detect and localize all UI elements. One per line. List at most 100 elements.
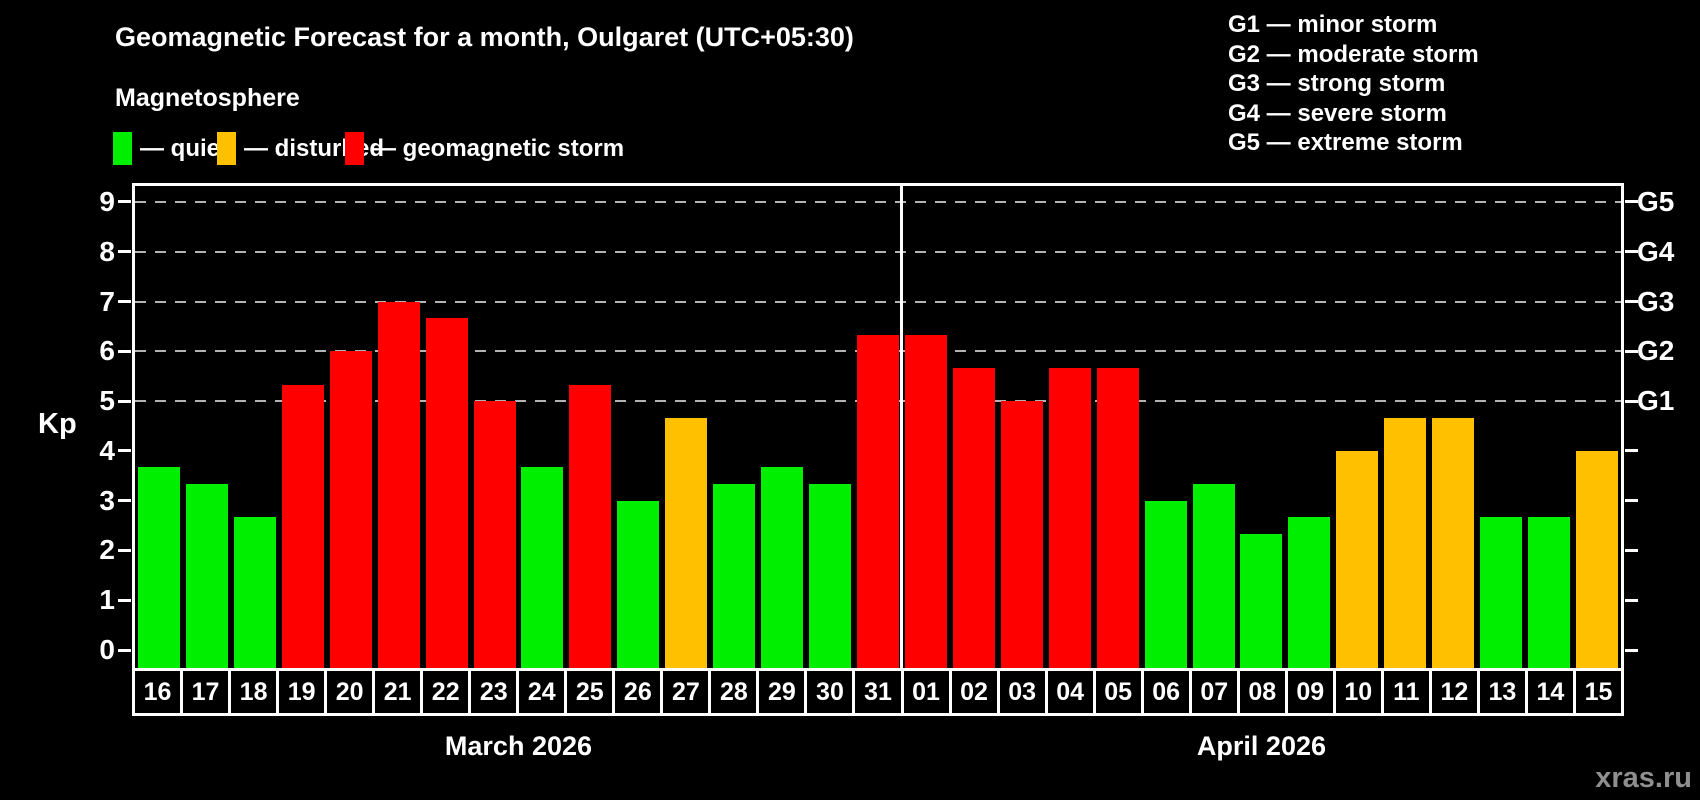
legend-item-storm: — geomagnetic storm <box>345 132 624 165</box>
left-axis-tick-2 <box>118 548 131 552</box>
legend-label-quiet: — quiet <box>140 134 228 162</box>
legend-swatch-quiet <box>113 132 132 165</box>
date-cell-28: 28 <box>711 671 757 713</box>
kp-bar-day-22 <box>425 317 468 668</box>
kp-bar-day-07 <box>1192 484 1235 668</box>
date-cell-20: 20 <box>327 671 373 713</box>
date-cell-26: 26 <box>615 671 661 713</box>
date-cell-22: 22 <box>423 671 469 713</box>
y-axis-tick-label-6: 6 <box>99 335 115 367</box>
g-scale-legend: G1 — minor storm G2 — moderate storm G3 — … <box>1228 10 1479 158</box>
status-legend: — quiet — disturbed — geomagnetic storm <box>0 132 1700 166</box>
date-cell-10: 10 <box>1335 671 1381 713</box>
month-separator-line <box>900 186 904 668</box>
kp-bar-day-29 <box>761 467 804 668</box>
left-axis-tick-8 <box>118 250 131 254</box>
left-axis-tick-0 <box>118 648 131 652</box>
date-cell-08: 08 <box>1239 671 1285 713</box>
kp-bar-day-19 <box>281 384 324 668</box>
kp-bar-day-02 <box>952 367 995 668</box>
left-axis-tick-4 <box>118 449 131 453</box>
date-cell-09: 09 <box>1287 671 1333 713</box>
date-cell-03: 03 <box>999 671 1045 713</box>
date-cell-12: 12 <box>1431 671 1477 713</box>
g-legend-line-4: G4 — severe storm <box>1228 99 1447 127</box>
y-axis-tick-label-1: 1 <box>99 584 115 616</box>
kp-bar-day-15 <box>1576 450 1619 668</box>
kp-bar-day-06 <box>1144 500 1187 668</box>
date-cell-04: 04 <box>1047 671 1093 713</box>
left-axis-tick-9 <box>118 200 131 204</box>
right-axis-tick-3 <box>1625 499 1638 503</box>
right-axis-tick-4 <box>1625 449 1638 453</box>
date-cell-21: 21 <box>375 671 421 713</box>
date-cell-18: 18 <box>231 671 277 713</box>
kp-bar-day-31 <box>857 334 899 668</box>
date-cell-01: 01 <box>903 671 949 713</box>
right-axis-g-label-G1: G1 <box>1637 385 1675 417</box>
kp-bar-day-26 <box>617 500 660 668</box>
date-cell-29: 29 <box>759 671 805 713</box>
left-axis-tick-6 <box>118 349 131 353</box>
g-legend-line-2: G2 — moderate storm <box>1228 40 1479 68</box>
month-label-0: March 2026 <box>444 731 593 761</box>
legend-item-quiet: — quiet <box>113 132 228 165</box>
date-cell-15: 15 <box>1575 671 1621 713</box>
date-cell-30: 30 <box>807 671 853 713</box>
kp-bar-day-18 <box>233 517 276 668</box>
kp-bar-day-08 <box>1240 534 1283 668</box>
kp-bar-day-14 <box>1528 517 1571 668</box>
kp-bar-day-10 <box>1336 450 1379 668</box>
kp-bar-day-20 <box>329 351 372 668</box>
date-cell-13: 13 <box>1479 671 1525 713</box>
kp-bar-day-25 <box>569 384 612 668</box>
date-cell-23: 23 <box>471 671 517 713</box>
kp-bar-day-05 <box>1096 367 1139 668</box>
right-axis-tick-7 <box>1625 300 1638 304</box>
date-cell-11: 11 <box>1383 671 1429 713</box>
g-legend-line-5: G5 — extreme storm <box>1228 129 1463 156</box>
legend-label-storm: — geomagnetic storm <box>372 134 625 162</box>
date-cell-02: 02 <box>951 671 997 713</box>
kp-bar-day-23 <box>473 401 516 668</box>
kp-bar-day-11 <box>1384 417 1427 668</box>
legend-swatch-storm <box>345 132 364 165</box>
chart-title: Geomagnetic Forecast for a month, Oulgar… <box>115 22 854 52</box>
right-axis-tick-2 <box>1625 548 1638 552</box>
kp-bar-day-12 <box>1432 417 1475 668</box>
y-axis-tick-label-2: 2 <box>99 534 115 566</box>
date-cell-16: 16 <box>135 671 181 713</box>
kp-bar-day-01 <box>904 334 947 668</box>
kp-bar-day-27 <box>665 417 708 668</box>
kp-bar-day-13 <box>1480 517 1523 668</box>
left-axis-tick-1 <box>118 598 131 602</box>
right-axis-tick-0 <box>1625 648 1638 652</box>
plot-area: 0 1 2 3 4 5 6 7 8 9 G1 G2 G3 G4 G5 <box>99 183 1674 668</box>
x-axis-date-row: 16 17 18 19 20 21 22 23 24 25 26 27 28 29 30 31 01 02 03 04… <box>132 668 1624 716</box>
kp-bar-day-21 <box>377 301 420 668</box>
right-axis-g-label-G4: G4 <box>1637 235 1675 267</box>
left-axis-tick-5 <box>118 399 131 403</box>
kp-bar-day-03 <box>1000 401 1043 668</box>
date-cell-31: 31 <box>855 671 901 713</box>
right-axis-tick-8 <box>1625 250 1638 254</box>
date-cell-24: 24 <box>519 671 565 713</box>
date-cell-19: 19 <box>279 671 325 713</box>
date-cell-14: 14 <box>1527 671 1573 713</box>
right-axis-tick-6 <box>1625 349 1638 353</box>
right-axis-tick-1 <box>1625 598 1638 602</box>
kp-bar-day-24 <box>521 467 564 668</box>
date-cell-25: 25 <box>567 671 613 713</box>
right-axis-g-label-G5: G5 <box>1637 185 1675 217</box>
g-legend-line-1: G1 — minor storm <box>1228 11 1438 38</box>
kp-bar-day-09 <box>1288 517 1331 668</box>
left-axis-tick-7 <box>118 300 131 304</box>
date-cell-05: 05 <box>1095 671 1141 713</box>
kp-bar-day-17 <box>185 484 228 668</box>
kp-bar-day-28 <box>713 484 756 668</box>
legend-swatch-disturbed <box>217 132 236 165</box>
date-cell-27: 27 <box>663 671 709 713</box>
kp-bar-day-04 <box>1048 367 1091 668</box>
month-label-1: April 2026 <box>1196 731 1327 761</box>
